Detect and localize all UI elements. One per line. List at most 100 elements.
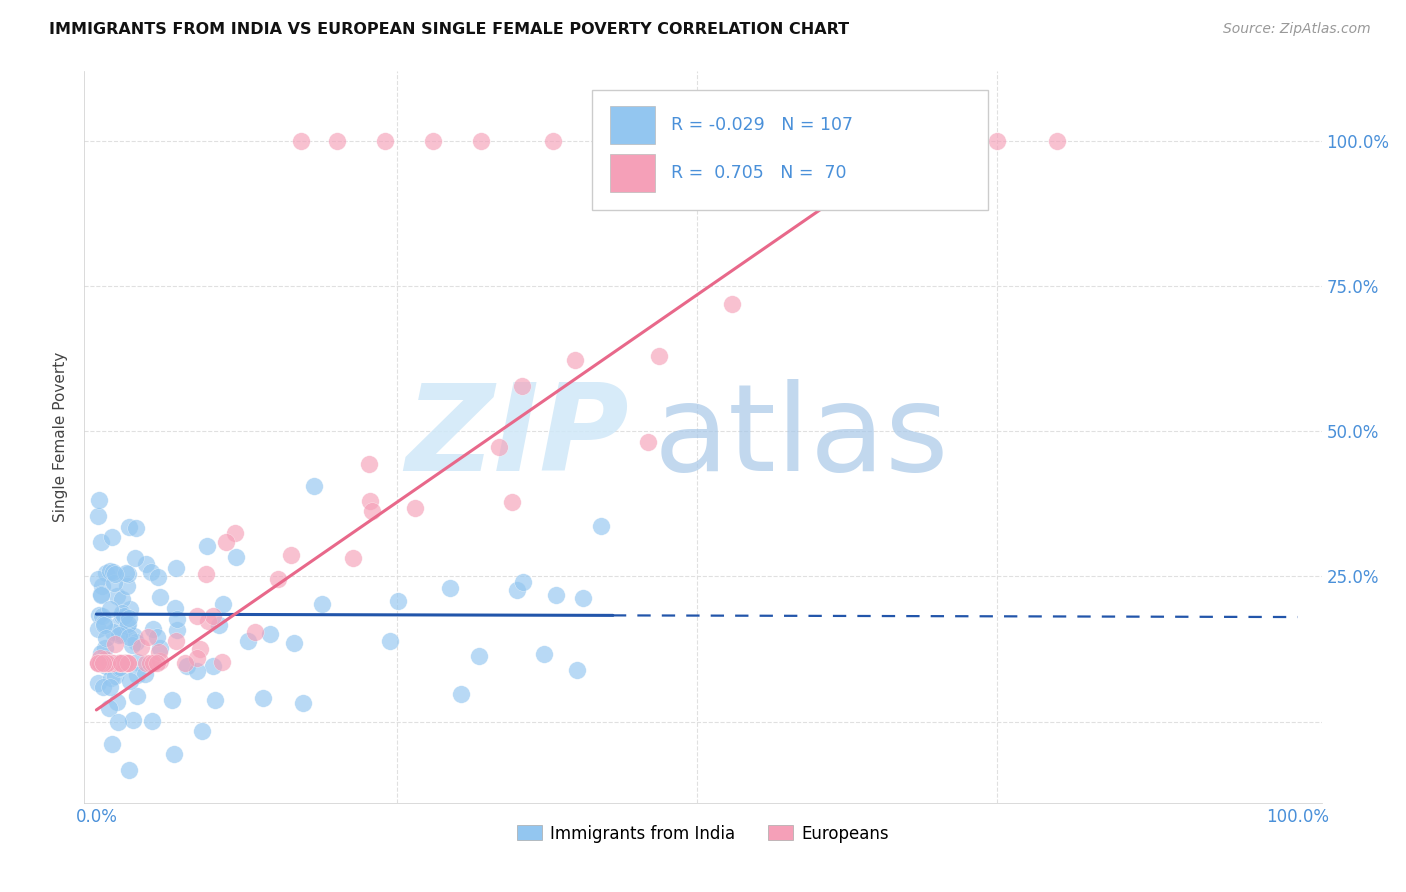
Point [107,618,129,632]
Point [252,691,274,706]
Point [96,631,118,645]
Point [422,134,444,148]
Point [104,637,127,651]
Point [97,701,120,715]
Point [986,134,1008,148]
Text: ZIP: ZIP [405,378,628,496]
Point [510,379,533,393]
Point [110,627,132,641]
Point [828,162,851,177]
Y-axis label: Single Female Poverty: Single Female Poverty [53,352,69,522]
Point [117,579,139,593]
Point [115,657,138,671]
Point [103,669,125,683]
Point [97,657,120,671]
Point [141,714,163,728]
Point [111,609,134,624]
Point [89,657,111,671]
Point [686,134,709,148]
Point [112,609,135,624]
Point [139,566,162,580]
Point [89,651,111,665]
Point [450,687,472,701]
Point [201,659,224,673]
Point [86,657,108,671]
Point [721,297,744,311]
Point [136,630,159,644]
Point [105,589,128,603]
Point [93,615,115,630]
Point [96,657,118,671]
Point [89,657,111,671]
Point [201,609,224,624]
Point [591,518,613,533]
Point [100,657,122,671]
Point [564,352,586,367]
Point [245,624,267,639]
Point [439,581,461,595]
Point [117,616,139,631]
Point [125,635,148,649]
Point [117,657,139,671]
Legend: Immigrants from India, Europeans: Immigrants from India, Europeans [510,818,896,849]
Point [110,657,132,671]
Point [114,657,136,671]
Point [101,566,124,580]
Point [87,607,110,622]
Point [91,657,114,671]
Point [572,591,595,605]
Point [238,633,260,648]
Point [541,134,564,148]
Point [114,657,136,671]
Point [225,549,247,564]
Point [803,187,825,202]
Point [468,648,491,663]
Point [470,134,492,148]
Point [197,614,219,628]
Point [93,657,115,671]
Point [98,680,121,694]
Point [90,579,112,593]
Point [810,156,832,170]
Point [122,629,145,643]
Point [186,650,208,665]
Point [86,623,108,637]
Point [501,494,523,508]
Point [149,640,172,655]
Point [648,349,671,363]
Point [103,576,125,591]
Point [91,609,114,624]
Point [176,658,198,673]
Point [488,440,510,454]
Point [125,667,148,681]
Point [142,622,165,636]
Point [146,657,169,671]
Point [100,671,122,685]
Point [212,598,235,612]
Point [166,624,188,638]
Point [108,657,131,671]
Point [94,566,117,581]
Point [90,646,112,660]
Point [115,618,138,632]
Point [166,612,188,626]
Point [505,582,527,597]
Point [174,657,197,671]
Point [162,747,184,762]
Point [107,660,129,674]
Point [208,617,231,632]
Point [188,642,211,657]
Text: atlas: atlas [654,378,949,496]
Point [93,657,115,671]
Point [118,520,141,534]
Point [292,696,315,710]
Point [146,570,169,584]
FancyBboxPatch shape [610,154,655,192]
Point [108,657,131,671]
Point [108,661,131,675]
Text: Source: ZipAtlas.com: Source: ZipAtlas.com [1223,22,1371,37]
Point [190,724,212,739]
Point [135,657,157,671]
Point [124,550,146,565]
Point [378,634,401,648]
